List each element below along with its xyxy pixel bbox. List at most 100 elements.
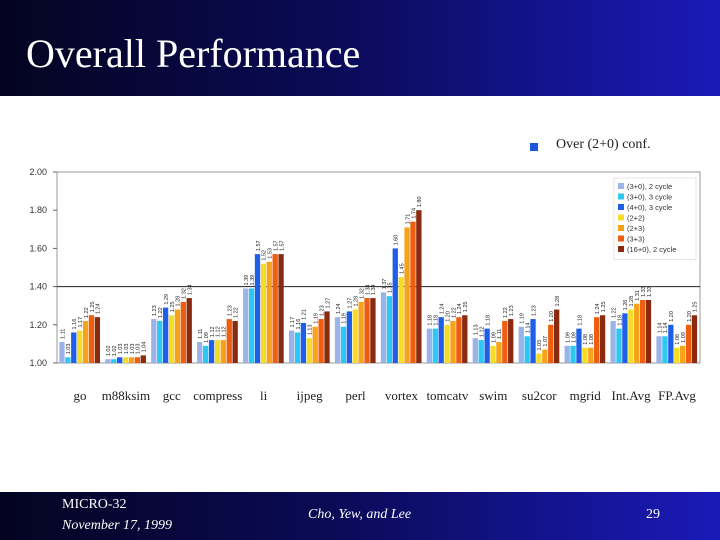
y-tick-label: 2.00 [29,167,47,177]
bar-value-label: 1.23 [152,305,158,316]
bar [111,359,117,363]
bar-value-label: 1.11 [60,329,66,339]
bar [456,317,462,363]
x-category-label: perl [345,388,366,403]
bar-value-label: 1.03 [118,344,124,355]
legend-swatch [618,214,624,221]
bar [444,324,450,363]
bar [530,319,536,363]
bar-value-label: 1.24 [439,303,445,314]
bar-value-label: 1.57 [273,240,279,251]
y-tick-label: 1.80 [29,205,47,215]
bar [140,355,146,363]
bar [416,210,422,363]
bar-value-label: 1.24 [595,303,601,314]
bar [59,341,65,363]
footer-bar [0,492,720,540]
legend-swatch [618,246,624,252]
bar [162,307,169,363]
bar-value-label: 1.35 [388,282,394,293]
x-category-label: go [73,388,87,403]
bar-value-label: 1.33 [641,286,647,297]
bar-value-label: 1.28 [176,296,182,307]
bar-value-label: 1.74 [411,208,417,219]
bar [117,357,123,363]
x-category-label: FP.Avg [658,388,696,403]
footer-date: November 17, 1999 [62,518,173,533]
bar-value-label: 1.16 [72,319,78,330]
bar [548,324,554,363]
bar [564,345,570,363]
bar-value-label: 1.12 [216,326,222,337]
bar-value-label: 1.22 [451,307,457,318]
bar [628,309,634,363]
bar [134,357,141,363]
bar-value-label: 1.04 [142,342,148,353]
bar [392,248,398,363]
bar-value-label: 1.22 [158,307,164,318]
bar-value-label: 1.14 [525,323,531,334]
bar [472,338,478,363]
x-category-label: m88ksim [101,388,151,403]
bar [243,288,249,363]
bar [502,320,508,363]
bar-value-label: 1.14 [657,323,663,334]
bar-value-label: 1.57 [279,240,285,251]
bar-value-label: 1.28 [555,296,561,307]
bar [518,326,524,363]
bar [639,299,646,363]
legend-entry: (2+2) [627,214,645,223]
bar [674,347,680,363]
bar-value-label: 1.05 [537,340,543,351]
bar-value-label: 1.02 [112,345,118,356]
bar-value-label: 1.12 [210,326,216,337]
bar [278,254,284,363]
bar [404,227,410,363]
bar-value-label: 1.37 [382,279,388,290]
bar [214,340,221,363]
bar-value-label: 1.60 [394,235,400,246]
bar-value-label: 1.11 [198,329,204,339]
bar-value-label: 1.29 [164,294,170,305]
bar [226,319,232,363]
bar-value-label: 1.26 [623,300,629,311]
bar-value-label: 1.39 [250,275,256,286]
bar [174,309,181,363]
bar [266,261,272,363]
bar [105,359,111,363]
bar-value-label: 1.39 [244,275,250,286]
bar [490,345,496,363]
bar [588,347,594,363]
bar [300,322,307,363]
bar [622,313,628,363]
bar-value-label: 1.13 [308,324,314,335]
bar [128,357,135,363]
y-tick-label: 1.40 [29,282,47,292]
bar-value-label: 1.24 [336,303,342,314]
bar [536,353,542,363]
bar [438,317,444,363]
bar-value-label: 1.19 [314,313,320,324]
bar [594,317,600,363]
footer-authors: Cho, Yew, and Lee [308,507,412,522]
bar [77,330,83,363]
bar-value-label: 1.14 [663,323,669,334]
bar [450,320,456,363]
y-tick-label: 1.00 [29,358,47,368]
bar [71,332,77,363]
bar-value-label: 1.57 [256,240,262,251]
x-category-label: su2cor [521,388,557,403]
bar [432,328,438,363]
bar [570,345,576,363]
bar-value-label: 1.18 [428,315,434,326]
bar [386,296,393,363]
bar [88,315,95,363]
bar [168,315,175,363]
bar-value-label: 1.28 [629,296,635,307]
x-category-label: li [260,388,268,403]
bar [358,301,364,363]
bar [82,320,89,363]
bar [691,315,698,363]
bar-value-label: 1.09 [491,332,497,343]
bar-value-label: 1.09 [571,332,577,343]
